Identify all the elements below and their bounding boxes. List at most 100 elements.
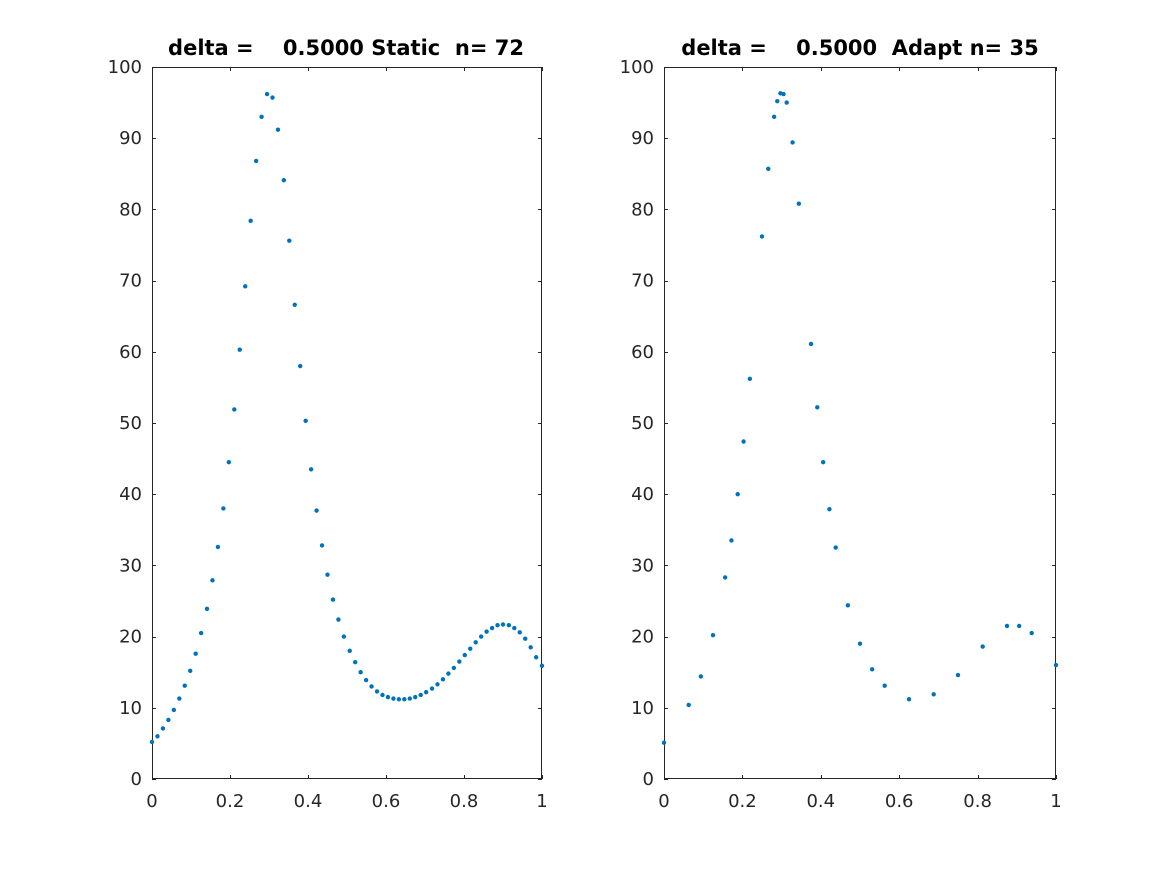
static-plot: delta = 0.5000 Static n= 72 0 0.2 0.4 0.6 0.… xyxy=(108,36,548,812)
static-plot-point xyxy=(193,651,198,656)
static-plot-point xyxy=(500,622,506,627)
static-plot-y-tick-label: 10 xyxy=(119,698,142,719)
adapt-plot-y-tick-label: 70 xyxy=(631,271,654,292)
static-plot-y-tick-label: 50 xyxy=(119,413,142,434)
static-plot-point xyxy=(210,578,215,583)
static-plot-point xyxy=(478,634,484,639)
static-plot-point xyxy=(358,670,363,675)
static-plot-point xyxy=(177,696,182,701)
adapt-plot-point xyxy=(857,641,863,646)
adapt-plot-point xyxy=(808,341,814,347)
static-plot-point xyxy=(352,660,358,665)
static-plot-point xyxy=(363,677,369,683)
adapt-plot-y-tick-label: 0 xyxy=(643,769,654,790)
static-plot-point xyxy=(495,623,500,628)
static-plot-point xyxy=(248,218,253,223)
static-plot-point xyxy=(468,646,473,651)
static-plot-point xyxy=(188,668,193,673)
static-plot-point xyxy=(215,544,221,550)
adapt-plot-point xyxy=(784,100,789,105)
static-plot-y-tick-label: 100 xyxy=(108,57,142,78)
static-plot-point xyxy=(435,682,440,687)
static-plot-point xyxy=(451,665,457,671)
static-plot-point xyxy=(418,692,423,698)
static-plot-point xyxy=(204,606,210,612)
static-plot-point xyxy=(347,648,352,654)
static-plot-x-tick-labels: 0 0.2 0.4 0.6 0.8 1 xyxy=(146,791,547,812)
adapt-plot-y-tick-label: 100 xyxy=(620,57,654,78)
static-plot-point xyxy=(385,694,391,700)
adapt-plot-x-tick-label: 0.2 xyxy=(728,791,757,812)
adapt-plot-y-tick-label: 90 xyxy=(631,128,654,149)
adapt-plot-point xyxy=(827,506,832,512)
static-plot-y-tick-label: 90 xyxy=(119,128,142,149)
static-plot-point xyxy=(528,645,533,650)
adapt-plot-point xyxy=(686,702,691,708)
static-plot-point xyxy=(539,663,545,668)
static-plot-point xyxy=(243,284,248,289)
static-plot-point xyxy=(166,717,171,723)
static-plot-y-tick-label: 0 xyxy=(131,769,142,790)
adapt-plot-y-tick-labels: 0 10 20 30 40 50 60 70 80 90 100 xyxy=(620,57,654,790)
static-plot-x-tick-label: 0 xyxy=(146,791,157,812)
adapt-plot-y-tick-label: 50 xyxy=(631,413,654,434)
static-plot-point xyxy=(259,114,264,120)
static-plot-point xyxy=(281,178,287,183)
static-plot-point xyxy=(506,623,512,628)
static-plot-x-tick-label: 0.4 xyxy=(294,791,323,812)
adapt-plot-point xyxy=(1029,630,1034,636)
adapt-plot-point xyxy=(790,140,795,145)
adapt-plot-point xyxy=(1016,623,1022,629)
adapt-plot-area xyxy=(664,67,1056,779)
static-plot-points xyxy=(149,91,545,745)
static-plot-point xyxy=(457,659,462,664)
adapt-plot-x-tick-label: 0 xyxy=(658,791,669,812)
static-plot-point xyxy=(171,707,177,713)
static-plot-point xyxy=(155,734,160,739)
adapt-plot-point xyxy=(980,644,985,649)
adapt-plot-point xyxy=(882,683,887,688)
adapt-plot-point xyxy=(820,459,826,465)
static-plot-x-tick-label: 1 xyxy=(536,791,547,812)
adapt-plot-x-tick-label: 1 xyxy=(1050,791,1061,812)
static-plot-point xyxy=(429,686,435,691)
adapt-plot-point xyxy=(775,98,780,104)
static-plot-title: delta = 0.5000 Static n= 72 xyxy=(168,36,524,60)
adapt-plot-y-tick-label: 30 xyxy=(631,555,654,576)
adapt-plot-point xyxy=(759,234,765,239)
static-plot-point xyxy=(380,692,385,698)
adapt-plot-point xyxy=(747,376,753,382)
static-plot-point xyxy=(308,467,314,472)
static-plot-point xyxy=(402,697,407,702)
static-plot-point xyxy=(314,508,319,513)
adapt-plot-x-tick-label: 0.4 xyxy=(806,791,835,812)
static-plot-point xyxy=(396,697,402,702)
static-plot-point xyxy=(237,347,242,352)
static-plot-point xyxy=(413,694,418,700)
static-plot-point xyxy=(423,689,429,695)
adapt-plot-y-tick-label: 40 xyxy=(631,484,654,505)
adapt-plot-point xyxy=(698,674,704,679)
static-plot-point xyxy=(489,625,495,631)
static-plot-point xyxy=(198,630,204,636)
static-plot-x-tick-label: 0.6 xyxy=(372,791,401,812)
adapt-plot-y-tick-label: 60 xyxy=(631,342,654,363)
static-plot-point xyxy=(221,506,226,511)
static-plot-x-tick-label: 0.8 xyxy=(450,791,479,812)
adapt-plot-points xyxy=(661,91,1059,745)
static-plot-point xyxy=(319,543,325,548)
static-plot-point xyxy=(275,127,281,132)
adapt-plot-point xyxy=(741,439,746,444)
adapt-plot-axes-box xyxy=(664,67,1056,779)
adapt-plot-point xyxy=(833,545,838,550)
adapt-plot-point xyxy=(729,538,734,543)
adapt-plot-point xyxy=(845,603,851,608)
static-plot-point xyxy=(533,655,539,660)
static-plot-area xyxy=(152,67,542,779)
static-plot-point xyxy=(264,91,270,97)
adapt-plot-point xyxy=(661,740,667,745)
static-plot-point xyxy=(374,689,380,694)
static-plot-y-tick-labels: 0 10 20 30 40 50 60 70 80 90 100 xyxy=(108,57,142,790)
static-plot-point xyxy=(182,683,187,688)
